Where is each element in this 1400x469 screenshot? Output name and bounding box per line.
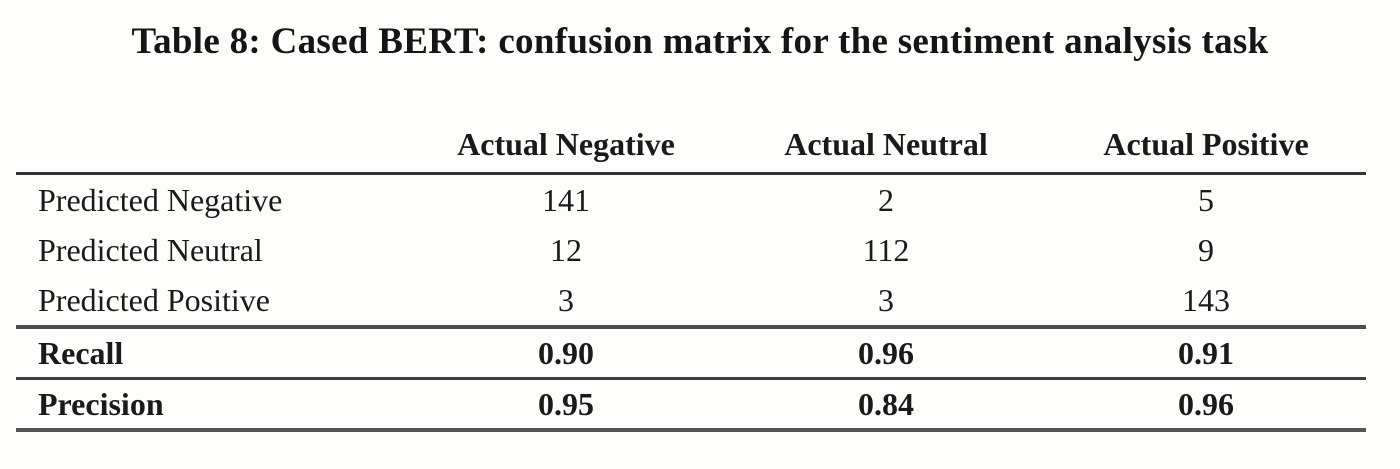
row-label: Predicted Neutral	[38, 231, 263, 268]
col-header-actual-positive: Actual Positive	[1046, 116, 1366, 175]
cell-value: 5	[1198, 181, 1214, 218]
cell-value: 0.84	[726, 378, 1046, 432]
cell-value: 143	[1182, 281, 1230, 318]
table-row-predicted-negative: Predicted Negative 141 2 5	[16, 174, 1366, 226]
table-row-recall: Recall 0.90 0.96 0.91	[16, 325, 1366, 380]
table-row-precision: Precision 0.95 0.84 0.96	[16, 378, 1366, 432]
cell-value: 9	[1198, 231, 1214, 268]
col-header-actual-neutral: Actual Neutral	[726, 116, 1046, 175]
cell-value: 0.90	[406, 325, 726, 380]
row-label: Precision	[16, 378, 406, 432]
corner-cell	[16, 116, 406, 175]
cell-value: 3	[558, 281, 574, 318]
table-caption: Table 8: Cased BERT: confusion matrix fo…	[131, 21, 1269, 62]
cell-value: 12	[550, 231, 582, 268]
row-label: Predicted Negative	[38, 181, 283, 218]
cell-value: 112	[862, 231, 910, 268]
table-row-predicted-positive: Predicted Positive 3 3 143	[16, 275, 1366, 327]
cell-value: 0.95	[406, 378, 726, 432]
row-label: Predicted Positive	[38, 281, 270, 318]
table-header-row: Actual Negative Actual Neutral Actual Po…	[16, 116, 1366, 175]
cell-value: 0.96	[726, 325, 1046, 380]
cell-value: 3	[878, 281, 894, 318]
col-header-actual-negative: Actual Negative	[406, 116, 726, 175]
table-row-predicted-neutral: Predicted Neutral 12 112 9	[16, 225, 1366, 275]
row-label: Recall	[16, 325, 406, 380]
confusion-matrix-table: Actual Negative Actual Neutral Actual Po…	[16, 116, 1366, 432]
cell-value: 0.96	[1046, 378, 1366, 432]
cell-value: 141	[542, 181, 590, 218]
cell-value: 2	[878, 181, 894, 218]
cell-value: 0.91	[1046, 325, 1366, 380]
